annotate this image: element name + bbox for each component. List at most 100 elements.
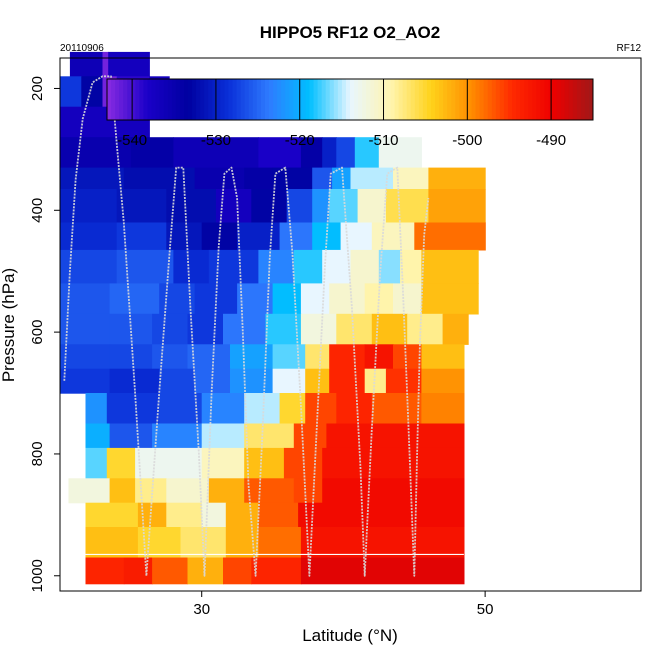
heatmap-cell bbox=[300, 527, 465, 559]
colorbar-segment bbox=[447, 79, 452, 120]
heatmap-cell bbox=[166, 502, 203, 528]
colorbar-tick-label: -500 bbox=[452, 132, 482, 149]
heatmap-cell bbox=[173, 137, 259, 169]
heatmap-cell bbox=[208, 478, 245, 504]
colorbar-segment bbox=[119, 79, 124, 120]
colorbar-segment bbox=[588, 79, 594, 120]
heatmap-cell bbox=[350, 167, 394, 190]
colorbar-segment bbox=[208, 79, 213, 120]
colorbar-segment bbox=[171, 79, 177, 120]
colorbar-segment bbox=[491, 79, 497, 120]
colorbar-segment bbox=[240, 79, 246, 120]
colorbar-segment bbox=[394, 79, 400, 120]
colorbar-segment bbox=[584, 79, 590, 120]
x-tick-label: 50 bbox=[477, 601, 494, 618]
heatmap-cell bbox=[137, 502, 167, 528]
colorbar-segment bbox=[487, 79, 493, 120]
heatmap-cell bbox=[166, 478, 210, 504]
heatmap-cell bbox=[357, 189, 387, 224]
heatmap-cell bbox=[130, 137, 174, 169]
heatmap-cell bbox=[244, 423, 295, 449]
heatmap-cell bbox=[251, 189, 288, 224]
colorbar-segment bbox=[325, 79, 331, 120]
heatmap-cell bbox=[322, 249, 352, 284]
colorbar-segment bbox=[159, 79, 165, 120]
heatmap-cell bbox=[258, 249, 295, 284]
heatmap-cell bbox=[312, 167, 333, 190]
y-tick-label: 200 bbox=[29, 76, 46, 101]
heatmap-cell bbox=[106, 393, 160, 425]
colorbar-segment bbox=[273, 79, 278, 120]
heatmap-cell bbox=[85, 502, 139, 528]
heatmap-cell bbox=[400, 249, 422, 284]
colorbar-segment bbox=[313, 79, 319, 120]
heatmap-cell bbox=[244, 447, 285, 479]
colorbar-segment bbox=[475, 79, 481, 120]
heatmap-cell bbox=[85, 447, 108, 479]
colorbar-segment bbox=[422, 79, 428, 120]
colorbar-segment bbox=[390, 79, 396, 120]
y-tick-label: 600 bbox=[29, 320, 46, 345]
heatmap-cell bbox=[421, 283, 479, 315]
colorbar-segment bbox=[426, 79, 432, 120]
heatmap-cell bbox=[421, 368, 465, 394]
colorbar-segment bbox=[341, 79, 347, 120]
colorbar-segment bbox=[455, 79, 460, 120]
heatmap-cell bbox=[329, 368, 366, 394]
heatmap-cell bbox=[173, 249, 210, 284]
heatmap-cell bbox=[223, 313, 267, 345]
heatmap-cell bbox=[60, 189, 118, 224]
colorbar-segment bbox=[200, 79, 205, 120]
colorbar-segment bbox=[362, 79, 367, 120]
colorbar-segment bbox=[402, 79, 408, 120]
colorbar-segment bbox=[556, 79, 562, 120]
colorbar-segment bbox=[358, 79, 363, 120]
heatmap-cell bbox=[371, 393, 422, 425]
heatmap-cell bbox=[60, 249, 118, 284]
colorbar-segment bbox=[285, 79, 290, 120]
plot-frame bbox=[59, 57, 642, 592]
colorbar-frame bbox=[106, 78, 594, 121]
y-tick-label: 800 bbox=[29, 441, 46, 466]
heatmap-cell bbox=[68, 478, 111, 504]
colorbar-tick-label: -530 bbox=[201, 132, 231, 149]
y-axis: 200 400 600 800 1000 bbox=[29, 76, 60, 592]
colorbar-segment bbox=[151, 79, 157, 120]
heatmap-cell bbox=[258, 502, 299, 528]
heatmap-cell bbox=[385, 189, 429, 224]
heatmap-cell bbox=[354, 137, 380, 169]
heatmap-cell bbox=[421, 344, 465, 370]
colorbar-segment bbox=[220, 79, 225, 120]
colorbar-segment bbox=[281, 79, 286, 120]
colorbar-segment bbox=[471, 79, 477, 120]
heatmap-cell bbox=[85, 393, 108, 425]
colorbar-segment bbox=[333, 79, 339, 120]
colorbar-segment bbox=[183, 79, 189, 120]
colorbar-segment bbox=[244, 79, 250, 120]
heatmap-cell bbox=[332, 167, 352, 190]
heatmap-cell bbox=[152, 313, 189, 345]
heatmap-cell bbox=[244, 167, 274, 190]
colorbar-segment bbox=[179, 79, 185, 120]
heatmap-cell bbox=[230, 368, 274, 394]
colorbar-segment bbox=[540, 79, 545, 120]
colorbar-segment bbox=[495, 79, 501, 120]
colorbar-segment bbox=[192, 79, 197, 120]
colorbar-segment bbox=[329, 79, 335, 120]
heatmap-cell bbox=[272, 167, 313, 190]
colorbar: -540 -530 -520 -510 -500 -490 bbox=[106, 78, 594, 149]
colorbar-segment bbox=[107, 79, 112, 120]
heatmap-cell bbox=[336, 393, 373, 425]
heatmap-cell bbox=[300, 283, 330, 315]
heatmap-cell bbox=[421, 393, 465, 425]
heatmap-cell bbox=[60, 368, 111, 394]
heatmap-cell bbox=[329, 189, 359, 224]
colorbar-segment bbox=[572, 79, 578, 120]
colorbar-segment bbox=[366, 79, 371, 120]
colorbar-segment bbox=[264, 79, 270, 120]
colorbar-segment bbox=[398, 79, 404, 120]
colorbar-segment bbox=[236, 79, 242, 120]
colorbar-segment bbox=[536, 79, 541, 120]
colorbar-segment bbox=[228, 79, 234, 120]
colorbar-segment bbox=[115, 79, 120, 120]
